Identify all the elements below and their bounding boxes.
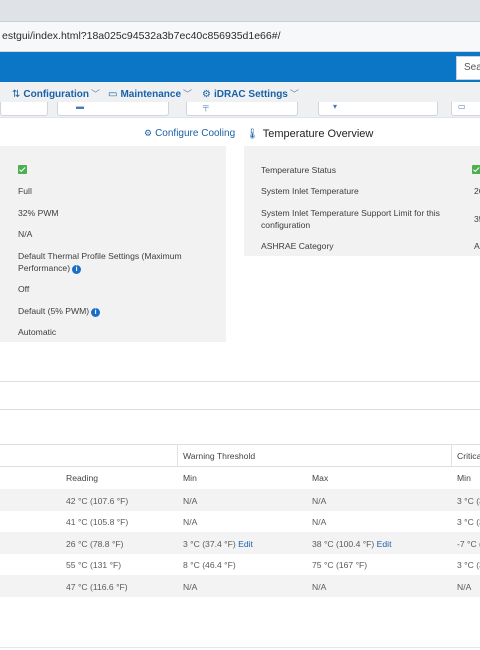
warn-max-cell: N/A xyxy=(312,496,327,506)
temperature-overview-title: Temperature Overview xyxy=(262,128,374,140)
dashboard-tile[interactable]: ▭ xyxy=(451,102,480,116)
chevron-down-icon: ﹀ xyxy=(183,89,193,99)
divider xyxy=(0,381,480,382)
dashboard-tile[interactable]: ╤ xyxy=(186,102,298,116)
critical-threshold-header: Critica xyxy=(457,451,480,461)
cooling-value: Automatic xyxy=(18,327,57,337)
dropdown-icon: ▾ xyxy=(333,102,338,111)
warn-min-cell: 3 °C (37.4 °F) Edit xyxy=(183,539,253,549)
temperature-overview-panel: Temperature Status System Inlet Temperat… xyxy=(244,146,480,256)
app-banner: Sear xyxy=(0,52,480,82)
ashrae-value: A2 xyxy=(474,241,480,251)
nav-maintenance[interactable]: ▭ Maintenance ﹀ xyxy=(108,87,192,100)
fan-offset-text: Default (5% PWM) xyxy=(18,306,90,316)
reading-cell: 47 °C (116.6 °F) xyxy=(66,582,128,592)
temperature-overview-header: 🌡 Temperature Overview xyxy=(246,128,373,140)
cooling-settings-panel: Full 32% PWM N/A Default Thermal Profile… xyxy=(0,146,226,342)
warn-max-cell: 75 °C (167 °F) xyxy=(312,560,368,570)
configure-cooling-link[interactable]: ⚙ Configure Cooling xyxy=(144,128,235,139)
reading-cell: 41 °C (105.8 °F) xyxy=(66,517,129,527)
chevron-down-icon: ﹀ xyxy=(90,89,100,99)
temperature-status-label: Temperature Status xyxy=(261,165,336,175)
inlet-limit-value: 35 xyxy=(474,214,480,224)
critical-min-column-header[interactable]: Min xyxy=(457,473,471,483)
warning-max-column-header[interactable]: Max xyxy=(312,473,329,483)
warn-max-value: 38 °C (100.4 °F) xyxy=(312,539,375,549)
nav-idrac-settings-label: iDRAC Settings xyxy=(213,89,288,100)
browser-tab-strip xyxy=(0,0,480,22)
table-top-border xyxy=(0,444,480,445)
info-icon[interactable]: i xyxy=(72,265,82,274)
status-ok-icon xyxy=(18,165,27,174)
info-icon[interactable]: i xyxy=(91,308,101,317)
reading-cell: 55 °C (131 °F) xyxy=(66,560,122,570)
inlet-limit-label: System Inlet Temperature Support Limit f… xyxy=(261,208,440,230)
nav-idrac-settings[interactable]: ⚙ iDRAC Settings ﹀ xyxy=(202,87,299,100)
divider xyxy=(0,409,480,410)
panel-icon: ▭ xyxy=(458,102,466,111)
edit-warn-max-link[interactable]: Edit xyxy=(376,539,392,549)
nav-configuration-label: Configuration xyxy=(23,89,89,100)
column-divider xyxy=(177,444,178,466)
url-text[interactable]: estgui/index.html?18a025c94532a3b7ec40c8… xyxy=(2,30,281,42)
inlet-temp-label: System Inlet Temperature xyxy=(261,186,359,196)
search-input[interactable]: Sear xyxy=(456,56,480,80)
warn-min-value: 3 °C (37.4 °F) xyxy=(183,539,236,549)
reading-cell: 26 °C (78.8 °F) xyxy=(66,539,124,549)
crit-min-cell: 3 °C (3 xyxy=(457,517,480,527)
chart-icon: ▬ xyxy=(76,102,84,111)
crit-min-cell: 3 °C (3 xyxy=(457,496,480,506)
column-divider xyxy=(451,444,452,466)
nav-configuration[interactable]: ⇅ Configuration ﹀ xyxy=(12,87,100,100)
warn-min-cell: N/A xyxy=(183,496,198,506)
thermal-profile-text: Default Thermal Profile Settings (Maximu… xyxy=(18,251,182,273)
thermometer-icon: ╤ xyxy=(203,102,209,111)
warning-threshold-header: Warning Threshold xyxy=(183,451,256,461)
nav-maintenance-label: Maintenance xyxy=(120,89,182,100)
sliders-icon: ⇅ xyxy=(12,89,21,100)
dashboard-tile[interactable]: ▾ xyxy=(318,102,438,116)
thermal-profile-value: Default Thermal Profile Settings (Maximu… xyxy=(18,250,190,274)
warning-min-column-header[interactable]: Min xyxy=(183,473,197,483)
dashboard-tile[interactable] xyxy=(0,102,48,116)
cooling-value: 32% PWM xyxy=(18,208,59,218)
status-ok-icon xyxy=(472,165,480,174)
chevron-down-icon: ﹀ xyxy=(289,89,299,99)
crit-min-cell: N/A xyxy=(457,582,472,592)
table-row xyxy=(0,532,480,554)
inlet-temp-value: 26 xyxy=(474,186,480,196)
top-nav: ⇅ Configuration ﹀ ▭ Maintenance ﹀ ⚙ iDRAC Set… xyxy=(0,82,480,104)
fan-speed-offset-value: Default (5% PWM) i xyxy=(18,305,218,317)
cooling-value: Full xyxy=(18,186,32,196)
dashboard-tiles: ▬ ╤ ▾ ▭ xyxy=(0,102,480,118)
ashrae-label: ASHRAE Category xyxy=(261,241,334,251)
warn-max-cell: N/A xyxy=(312,582,327,592)
search-placeholder: Sear xyxy=(464,62,480,73)
address-bar[interactable]: estgui/index.html?18a025c94532a3b7ec40c8… xyxy=(0,22,480,52)
reading-column-header[interactable]: Reading xyxy=(66,473,99,483)
warn-min-cell: N/A xyxy=(183,582,198,592)
edit-warn-min-link[interactable]: Edit xyxy=(238,539,253,549)
page-bottom-border xyxy=(0,647,480,648)
reading-cell: 42 °C (107.6 °F) xyxy=(66,496,129,506)
dashboard-tile[interactable]: ▬ xyxy=(57,102,169,116)
maintenance-icon: ▭ xyxy=(108,89,118,100)
crit-min-cell: 3 °C (3 xyxy=(457,560,480,570)
warn-min-cell: 8 °C (46.4 °F) xyxy=(183,560,236,570)
cooling-value: Off xyxy=(18,284,30,294)
table-row xyxy=(0,575,480,597)
cooling-value: N/A xyxy=(18,229,33,239)
table-row xyxy=(0,489,480,511)
warn-min-cell: N/A xyxy=(183,517,198,527)
cooling-gear-icon: ⚙ xyxy=(144,128,153,138)
warn-max-cell: N/A xyxy=(312,517,327,527)
configure-cooling-label: Configure Cooling xyxy=(155,128,236,139)
settings-icon: ⚙ xyxy=(202,89,211,100)
warn-max-cell: 38 °C (100.4 °F) Edit xyxy=(312,539,391,549)
crit-min-cell: -7 °C ( xyxy=(457,539,480,549)
header-divider xyxy=(0,466,480,467)
thermometer-icon: 🌡 xyxy=(246,129,259,140)
